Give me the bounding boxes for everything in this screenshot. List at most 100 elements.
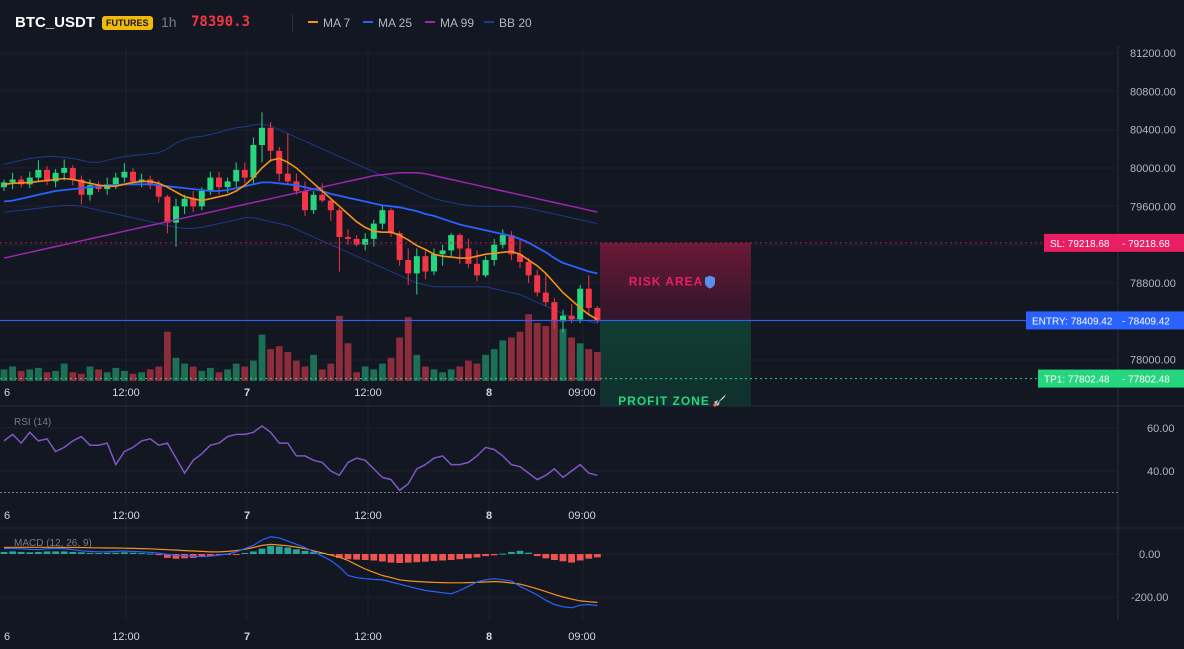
macd-histogram-bar (284, 547, 292, 554)
macd-histogram-bar (404, 554, 412, 563)
candle-body (250, 145, 257, 178)
volume-bar (43, 372, 51, 381)
macd-histogram-bar (490, 554, 498, 556)
candle-body (388, 210, 394, 234)
macd-histogram-bar (585, 554, 593, 559)
candle-body (336, 210, 343, 237)
time-axis-label: 12:00 (354, 387, 382, 399)
volume-bar (121, 370, 128, 382)
ma7-line (3, 157, 598, 321)
macd-histogram-bar (121, 552, 128, 554)
volume-bar (499, 340, 507, 381)
candle-body (173, 206, 179, 223)
rsi-pane[interactable]: RSI (14) 60.00 40.00 (0, 417, 1175, 493)
candle-body (155, 185, 162, 197)
volume-bar (533, 323, 541, 381)
macd-histogram-bar (60, 551, 68, 554)
macd-histogram-bar (551, 554, 558, 560)
price-tick-label: 78800.00 (1130, 278, 1176, 290)
candle-body (568, 315, 575, 320)
price-tick-label: 80800.00 (1130, 86, 1176, 98)
header-divider (292, 14, 293, 32)
volume-bar (26, 369, 34, 381)
macd-tick-label: -200.00 (1131, 592, 1168, 604)
ma25-line (3, 181, 598, 275)
interval-selector[interactable]: 1h (161, 14, 177, 30)
price-axis[interactable]: 81200.00 80800.00 80400.00 80000.00 79600.00… (1130, 48, 1176, 367)
bb-lower-line (3, 204, 598, 324)
macd-pane[interactable]: MACD (12, 26, 9) 0.00 -200.00 (0, 536, 1169, 609)
candle-body (87, 185, 93, 195)
candle-body (491, 244, 498, 260)
macd-histogram-bar (594, 554, 601, 558)
candle-body (259, 127, 265, 145)
bb-upper-line (3, 123, 598, 225)
time-axis-label: 09:00 (568, 510, 596, 522)
macd-histogram-bar (103, 552, 111, 554)
candle-body (379, 210, 386, 224)
macd-title: MACD (12, 26, 9) (14, 538, 92, 549)
candle-body (542, 292, 549, 303)
candle-body (517, 254, 523, 262)
macd-histogram-bar (473, 554, 481, 558)
candle-body (1, 182, 7, 188)
macd-histogram-bar (9, 551, 16, 554)
candle-body (422, 256, 429, 272)
volume-bar (482, 354, 489, 381)
time-axis-label: 12:00 (354, 510, 382, 522)
volume-bar (447, 369, 455, 381)
rsi-title: RSI (14) (14, 417, 51, 428)
volume-bar (250, 360, 257, 381)
volume-bar (60, 363, 68, 381)
volume-bar (542, 325, 550, 381)
stop-loss-label: SL: 79218.68 (1050, 239, 1110, 250)
volume-bar (413, 354, 421, 381)
macd-histogram-bar (516, 550, 524, 554)
time-axis-label: 8 (486, 510, 492, 522)
rsi-line (3, 424, 598, 492)
macd-histogram-bar (35, 551, 42, 554)
macd-histogram-bar (172, 554, 180, 559)
volume-bar (138, 372, 145, 381)
rsi-tick-label: 60.00 (1147, 423, 1175, 435)
stop-loss-value: - 79218.68 (1122, 239, 1170, 250)
macd-histogram-bar (465, 554, 472, 559)
legend-ma99[interactable]: MA 99 (425, 16, 474, 30)
candle-body (319, 194, 326, 201)
volume-bar (301, 366, 309, 381)
volume-bar (267, 349, 274, 381)
legend-bb20[interactable]: BB 20 (484, 16, 532, 30)
macd-histogram-bar (26, 552, 34, 554)
candle-body (534, 275, 541, 293)
candle-body (69, 168, 76, 180)
candle-body (405, 260, 412, 274)
candle-body (112, 177, 119, 185)
volume-bar (594, 352, 601, 381)
entry-label-box (1026, 311, 1118, 330)
volume-bar (490, 349, 498, 381)
candle-body (284, 173, 291, 182)
legend-ma25[interactable]: MA 25 (363, 16, 412, 30)
macd-histogram-bar (43, 551, 51, 554)
time-axis-label: 7 (244, 631, 250, 643)
candle-body (267, 127, 274, 151)
volume-bar (275, 346, 283, 381)
macd-histogram-bar (129, 552, 137, 554)
legend-ma7-label: MA 7 (323, 16, 351, 30)
candle-body (465, 248, 472, 264)
macd-histogram-bar (379, 554, 386, 562)
time-axes[interactable]: 6 12:00 7 12:00 8 09:00 6 12:00 7 12:00 8 09:00 6 12:… (4, 387, 596, 643)
macd-histogram-bar (0, 551, 8, 554)
legend-ma7[interactable]: MA 7 (308, 16, 350, 30)
time-axis-label: 8 (486, 631, 492, 643)
price-tick-label: 79600.00 (1130, 201, 1176, 213)
macd-histogram-bar (447, 554, 455, 560)
volume-bar (361, 366, 369, 381)
candle-body (302, 191, 308, 211)
volume-bar (568, 337, 575, 381)
candle-body (353, 238, 360, 245)
price-axis-labels: SL: 79218.68 - 79218.68 ENTRY: 78409.42 - 7… (1026, 233, 1184, 388)
candle-body (327, 200, 334, 211)
symbol-name[interactable]: BTC_USDT (15, 14, 96, 31)
